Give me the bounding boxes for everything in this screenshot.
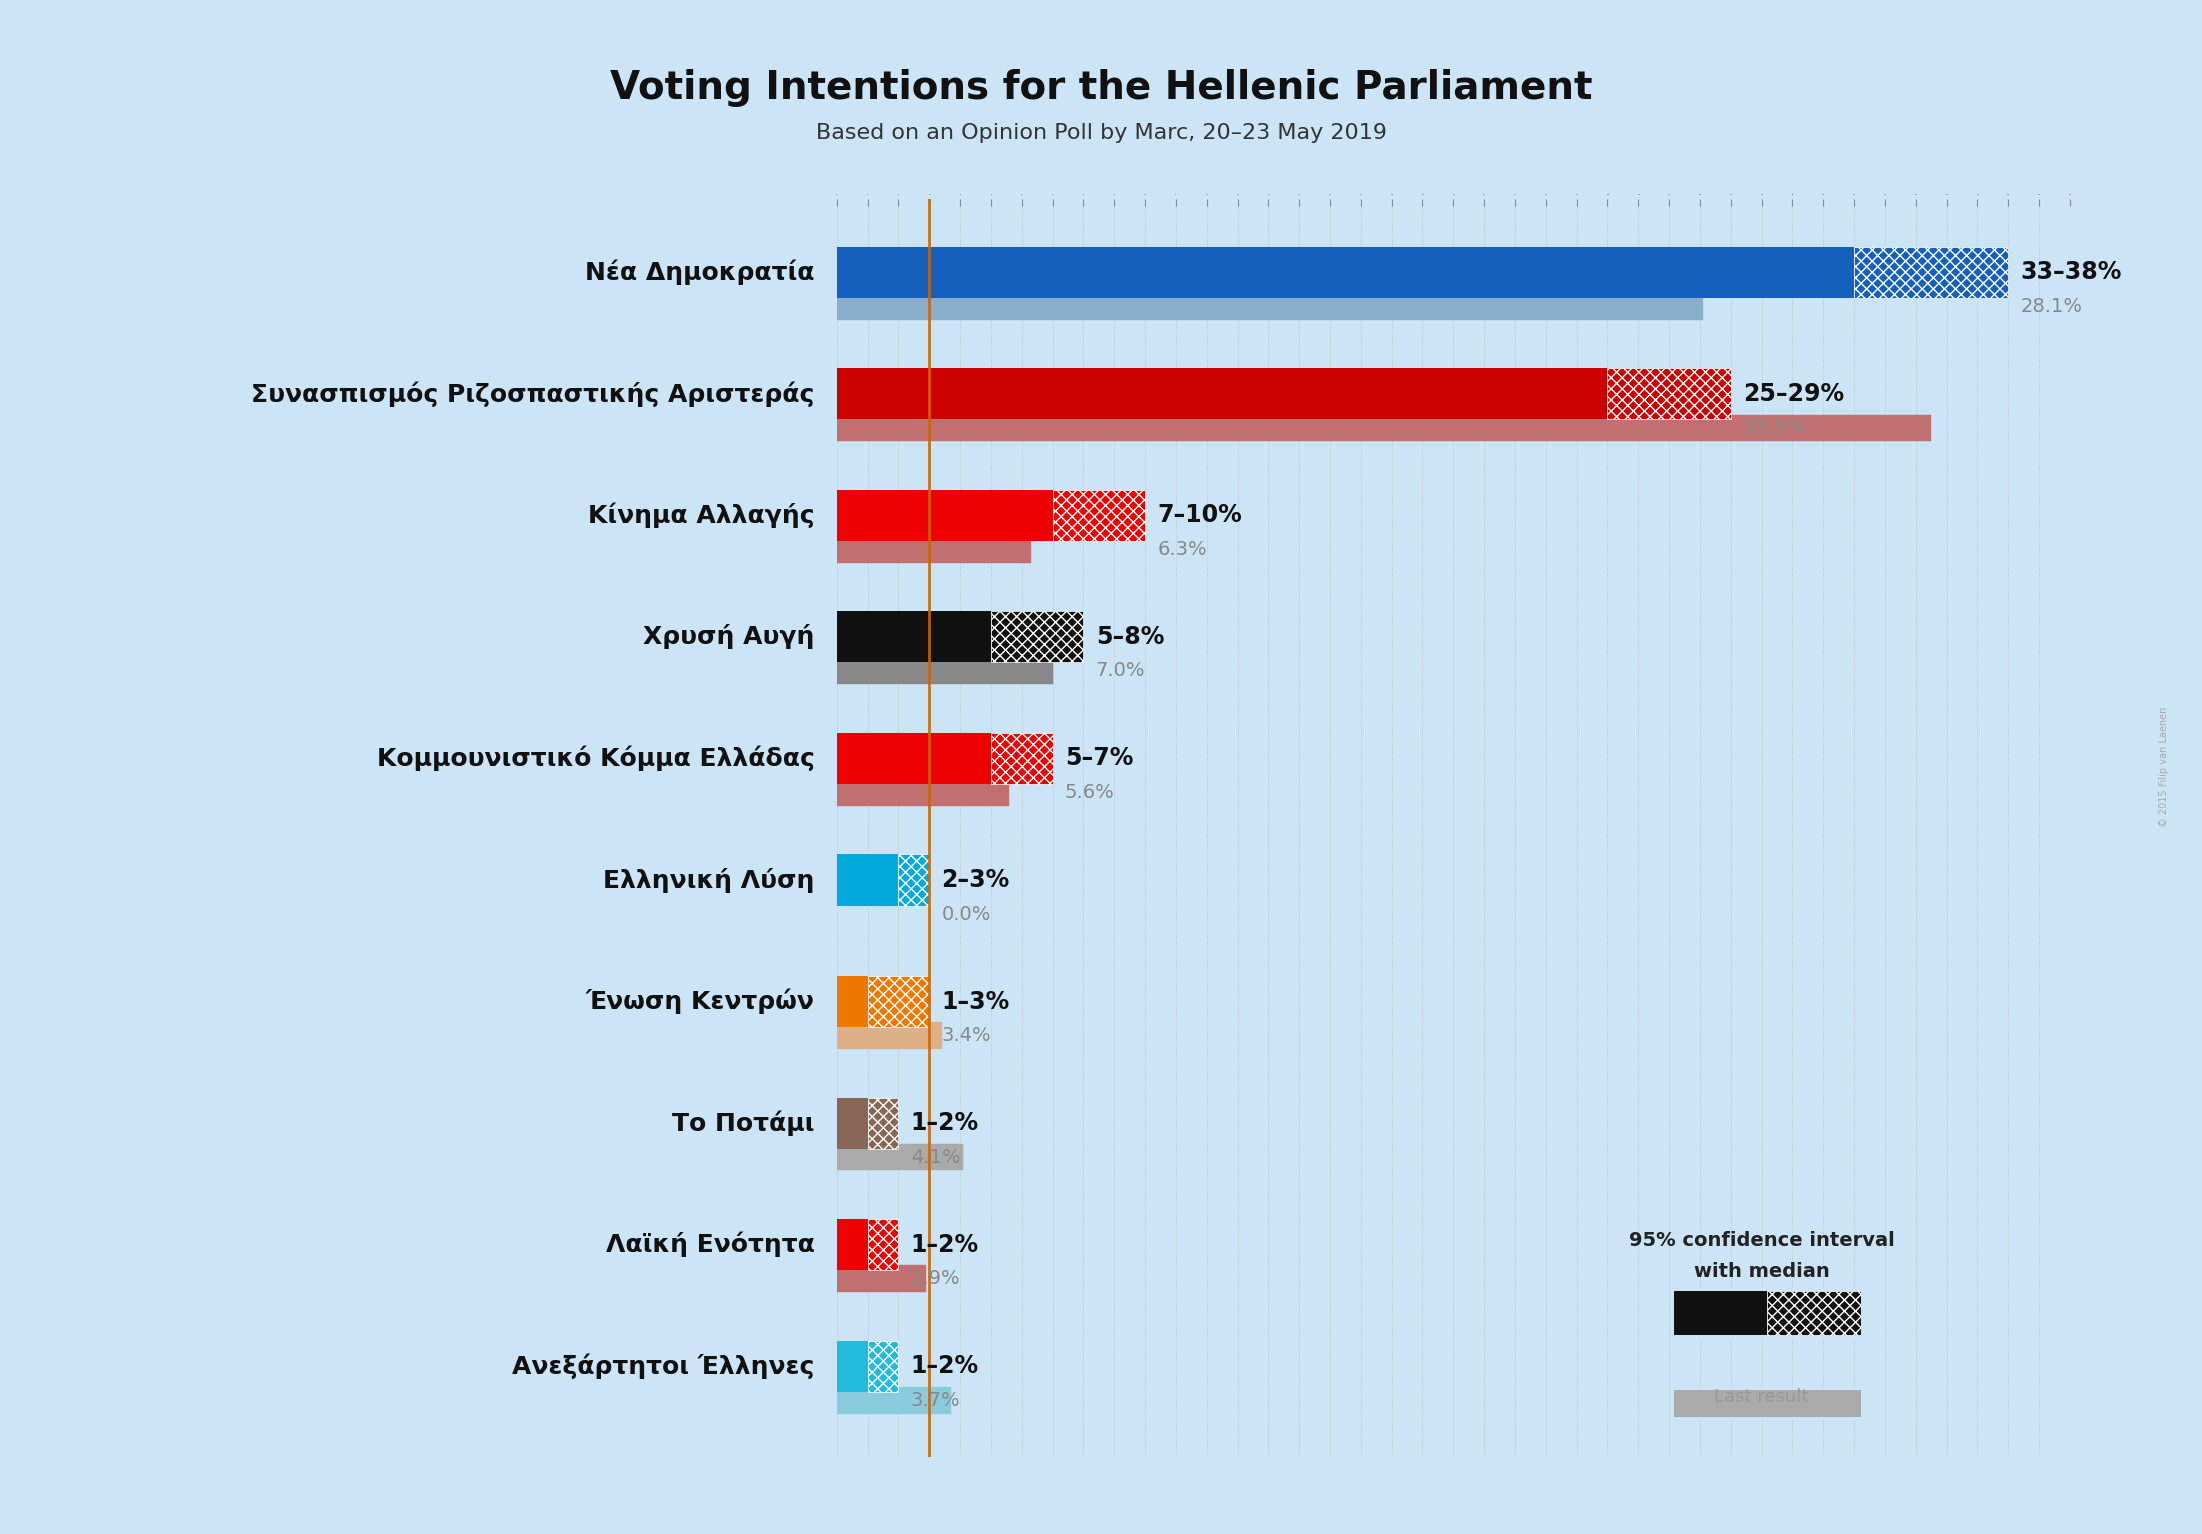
Bar — [868, 1097, 898, 1149]
Text: 1–3%: 1–3% — [942, 989, 1011, 1014]
Bar — [991, 612, 1083, 663]
Bar — [837, 1387, 951, 1413]
Text: 0.0%: 0.0% — [942, 905, 991, 923]
Text: Το Ποτάμι: Το Ποτάμι — [672, 1111, 815, 1135]
Text: 95% confidence interval: 95% confidence interval — [1629, 1232, 1894, 1250]
Bar — [837, 1266, 927, 1292]
Text: © 2015 Filip van Laenen: © 2015 Filip van Laenen — [2158, 707, 2169, 827]
Bar — [837, 1144, 962, 1170]
Text: 5.6%: 5.6% — [1066, 782, 1114, 802]
Text: 3.4%: 3.4% — [942, 1026, 991, 1045]
Bar — [837, 854, 898, 905]
Bar — [837, 414, 1931, 442]
Text: Last result: Last result — [1715, 1388, 1808, 1407]
Bar — [837, 1220, 868, 1270]
Text: 1–2%: 1–2% — [912, 1233, 980, 1256]
Bar — [1053, 489, 1145, 542]
Text: 35.5%: 35.5% — [1744, 419, 1806, 437]
Text: 7.0%: 7.0% — [1097, 661, 1145, 681]
Text: Συνασπισμός Ριζοσπαστικής Αριστεράς: Συνασπισμός Ριζοσπαστικής Αριστεράς — [251, 380, 815, 407]
Bar — [1766, 1292, 1861, 1335]
Bar — [837, 247, 1854, 298]
Text: Ελληνική Λύση: Ελληνική Λύση — [603, 868, 815, 893]
Text: Ένωση Κεντρών: Ένωση Κεντρών — [586, 989, 815, 1014]
Bar — [1607, 368, 1731, 419]
Bar — [837, 293, 1702, 319]
Bar — [837, 368, 1607, 419]
Text: Κίνημα Αλλαγής: Κίνημα Αλλαγής — [588, 503, 815, 528]
Text: 4.1%: 4.1% — [912, 1147, 960, 1167]
Text: 3.7%: 3.7% — [912, 1391, 960, 1410]
Bar — [837, 1341, 868, 1391]
Bar — [837, 1022, 942, 1049]
Text: Ανεξάρτητοι Έλληνες: Ανεξάρτητοι Έλληνες — [513, 1353, 815, 1379]
Bar — [837, 535, 1031, 563]
Text: 2.9%: 2.9% — [912, 1269, 960, 1289]
Text: Νέα Δημοκρατία: Νέα Δημοκρατία — [586, 259, 815, 285]
Text: Λαϊκή Ενότητα: Λαϊκή Ενότητα — [606, 1232, 815, 1258]
Text: 7–10%: 7–10% — [1158, 503, 1242, 528]
Text: Based on an Opinion Poll by Marc, 20–23 May 2019: Based on an Opinion Poll by Marc, 20–23 … — [815, 123, 1387, 143]
Bar — [868, 976, 929, 1028]
Bar — [868, 1220, 898, 1270]
Text: 5–8%: 5–8% — [1097, 624, 1165, 649]
Text: 25–29%: 25–29% — [1744, 382, 1845, 407]
Text: 2–3%: 2–3% — [942, 868, 1011, 891]
Bar — [837, 658, 1053, 684]
Bar — [837, 733, 991, 784]
Text: with median: with median — [1693, 1262, 1830, 1281]
Bar — [837, 612, 991, 663]
Bar — [868, 1341, 898, 1391]
Text: 6.3%: 6.3% — [1158, 540, 1207, 558]
Bar — [1854, 247, 2008, 298]
Bar — [837, 1097, 868, 1149]
Bar — [837, 489, 1053, 542]
Bar — [837, 976, 868, 1028]
Bar — [837, 779, 1009, 805]
Text: Κομμουνιστικό Κόμμα Ελλάδας: Κομμουνιστικό Κόμμα Ελλάδας — [377, 746, 815, 772]
Text: Χρυσή Αυγή: Χρυσή Αυγή — [643, 624, 815, 649]
Bar — [1674, 1292, 1766, 1335]
Text: 33–38%: 33–38% — [2021, 261, 2123, 284]
Text: 1–2%: 1–2% — [912, 1111, 980, 1135]
Text: Voting Intentions for the Hellenic Parliament: Voting Intentions for the Hellenic Parli… — [610, 69, 1592, 107]
Bar — [898, 854, 929, 905]
Bar — [991, 733, 1053, 784]
Text: 1–2%: 1–2% — [912, 1355, 980, 1378]
Text: 5–7%: 5–7% — [1066, 747, 1134, 770]
Text: 28.1%: 28.1% — [2021, 298, 2083, 316]
